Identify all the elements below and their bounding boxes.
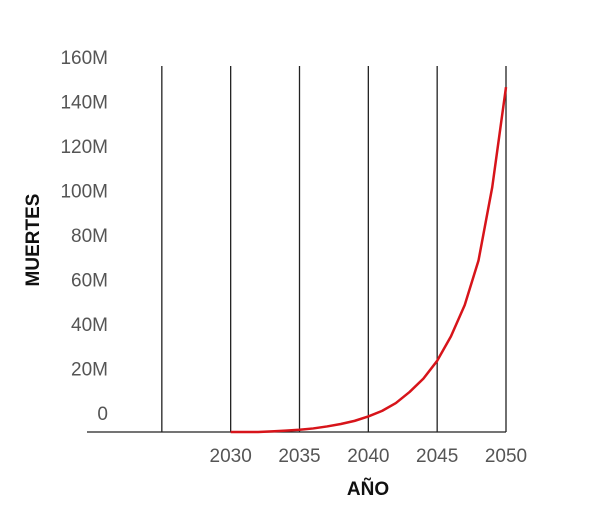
y-tick-label: 60M	[71, 271, 108, 292]
x-tick-label: 2030	[210, 446, 252, 467]
x-tick-label: 2040	[347, 446, 389, 467]
y-tick-label: 100M	[60, 182, 108, 203]
y-axis-title: MUERTES	[23, 194, 44, 287]
y-tick-label: 80M	[71, 226, 108, 247]
y-tick-label: 140M	[60, 93, 108, 114]
x-tick-label: 2050	[485, 446, 527, 467]
y-tick-label: 0	[97, 404, 108, 425]
x-tick-label: 2035	[278, 446, 320, 467]
y-tick-label: 20M	[71, 360, 108, 381]
x-tick-label: 2045	[416, 446, 458, 467]
y-tick-label: 160M	[60, 48, 108, 69]
line	[230, 86, 508, 434]
y-tick-label: 40M	[71, 315, 108, 336]
x-axis-title: AÑO	[347, 478, 389, 500]
y-tick-label: 120M	[60, 137, 108, 158]
